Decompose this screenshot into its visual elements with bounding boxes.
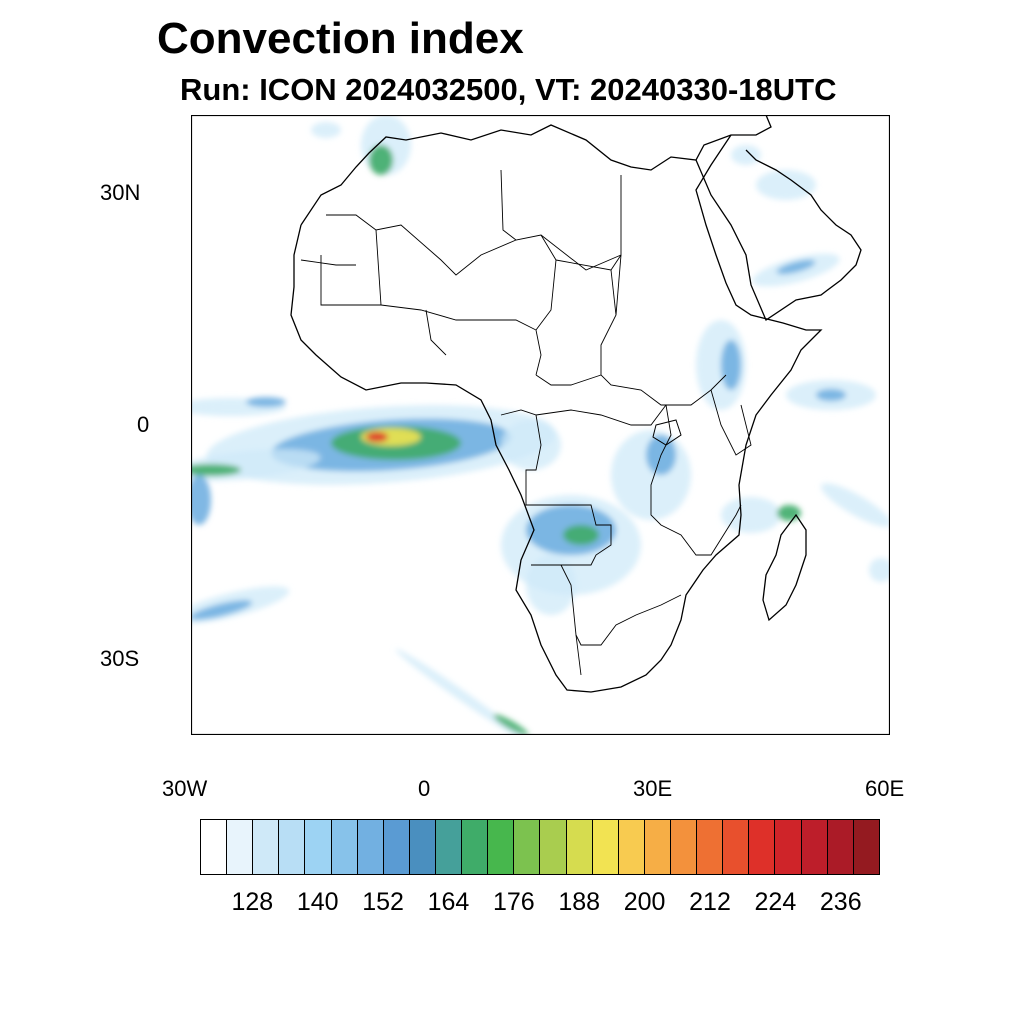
colorbar-label: 188: [558, 888, 601, 916]
colorbar-label: 152: [362, 888, 404, 916]
colorbar-box: [566, 820, 593, 874]
colorbar-box: [670, 820, 698, 874]
colorbar-box: [514, 820, 541, 874]
lat-label-0: 0: [137, 412, 150, 437]
country-borders: [300, 169, 752, 676]
colorbar-box: [853, 820, 879, 874]
colorbar-box: [540, 820, 567, 874]
map-frame: [191, 115, 890, 735]
colorbar-label: 164: [427, 888, 470, 916]
colorbar-label: 236: [819, 888, 862, 916]
colorbar-box: [801, 820, 828, 874]
chart-subtitle: Run: ICON 2024032500, VT: 20240330-18UTC: [180, 72, 837, 107]
colorbar-box: [618, 820, 645, 874]
colorbar-label: 128: [231, 888, 274, 916]
colorbar-box: [201, 820, 228, 874]
colorbar-box: [488, 820, 515, 874]
colorbar-box: [827, 820, 854, 874]
map-canvas: [191, 115, 890, 735]
colorbar-box: [697, 820, 724, 874]
colorbar-box: [462, 820, 489, 874]
colorbar-label: 212: [689, 888, 731, 916]
map-panel: [191, 115, 890, 735]
colorbar-label: 176: [492, 888, 535, 916]
colorbar-box: [644, 820, 671, 874]
lat-label-30n: 30N: [100, 180, 141, 205]
colorbar-box: [253, 820, 280, 874]
colorbar-box: [592, 820, 619, 874]
chart-title: Convection index: [157, 14, 524, 63]
lon-label-30w: 30W: [162, 776, 208, 801]
colorbar: [200, 819, 880, 875]
colorbar-box: [749, 820, 776, 874]
coastlines: [290, 115, 862, 693]
colorbar-box: [357, 820, 384, 874]
colorbar-box: [383, 820, 410, 874]
colorbar-label: 140: [296, 888, 339, 916]
colorbar-box: [227, 820, 254, 874]
colorbar-box: [305, 820, 332, 874]
colorbar-label: 224: [754, 888, 797, 916]
colorbar-box: [435, 820, 463, 874]
colorbar-box: [723, 820, 750, 874]
colorbar-box: [409, 820, 436, 874]
colorbar-label: 200: [623, 888, 666, 916]
lon-label-0: 0: [418, 776, 431, 801]
colorbar-box: [331, 820, 358, 874]
colorbar-box: [775, 820, 802, 874]
convection-field: [191, 115, 890, 735]
lon-label-30e: 30E: [633, 776, 673, 801]
lon-label-60e: 60E: [865, 776, 905, 801]
lake-victoria: [652, 419, 682, 446]
colorbar-box: [279, 820, 306, 874]
lat-label-30s: 30S: [100, 646, 140, 671]
